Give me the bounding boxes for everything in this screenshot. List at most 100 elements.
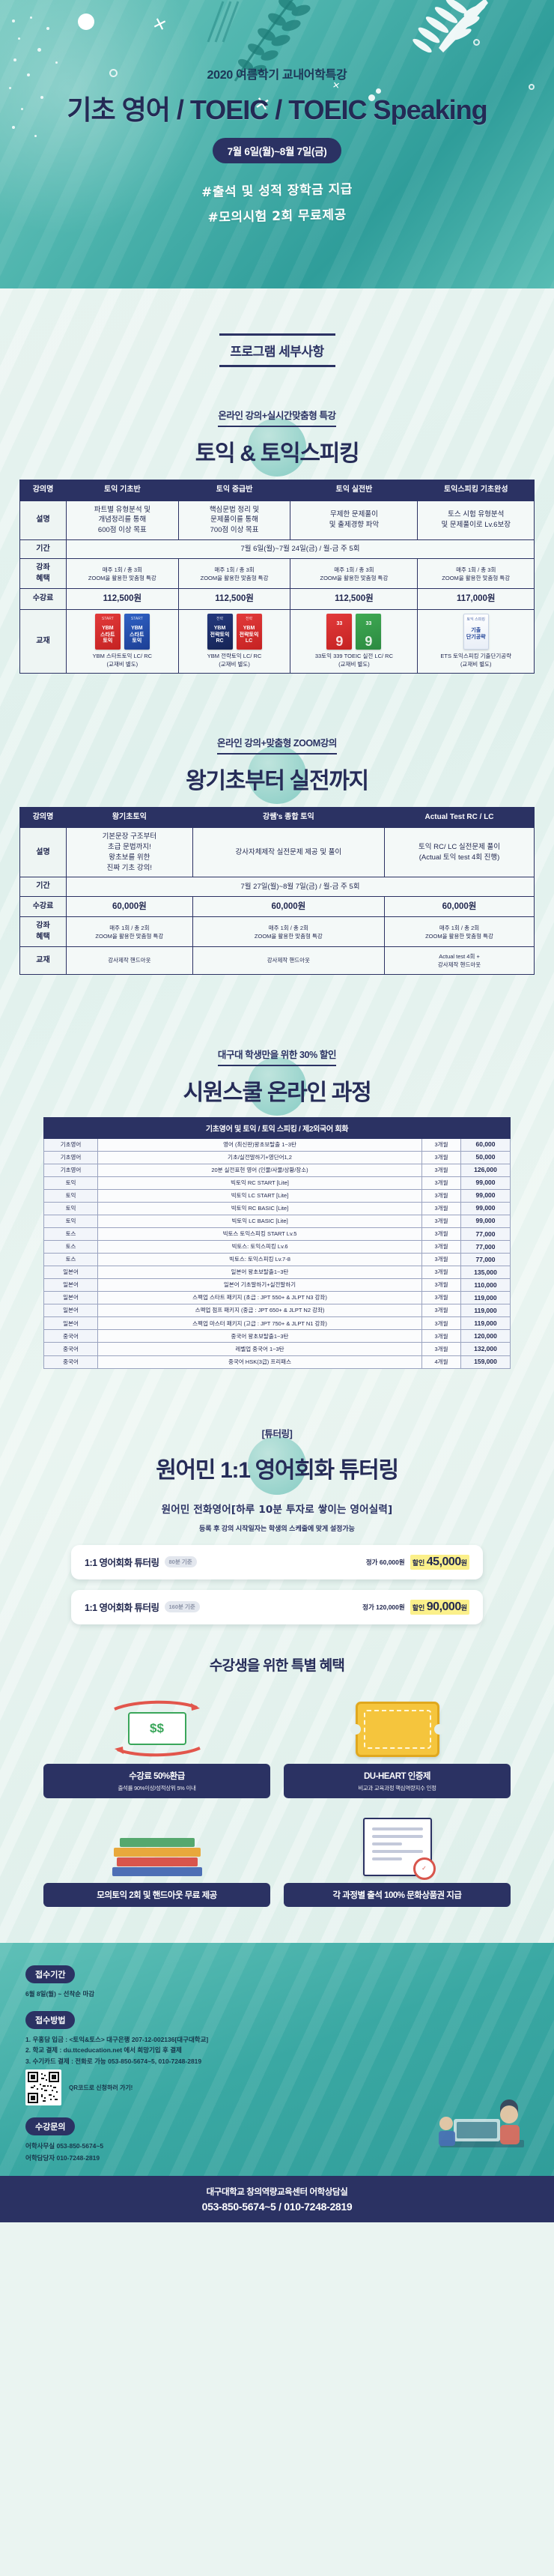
tutoring-card-original-price: 정가 120,000원 [362,1603,405,1612]
row-label-benefit: 강좌 혜택 [19,916,67,948]
benefit-box: 모의토익 2회 및 핸드아웃 무료 제공 [43,1882,270,1907]
benefit-art [284,1691,511,1757]
tutoring-card-80min[interactable]: 1:1 영어회화 튜터링 80분 기준 정가 60,000원 할인 45,000… [71,1544,483,1579]
cell-desc-1: 파트별 유형분석 및 개념정리를 통해 600점 이상 목표 [66,500,179,540]
qr-code-icon[interactable] [25,2069,61,2106]
price-cell-name: 일본어 왕초보탈출1~3탄 [97,1266,422,1280]
hero-title: 기초 영어 / TOEIC / TOEIC Speaking [67,94,487,125]
cell-fee-4: 117,000원 [417,588,535,610]
section4-eyebrow: [튜터링] [261,1428,293,1439]
circle-decoration [368,94,375,101]
divider-bottom [219,365,335,367]
cell2-textbook-2: 강사제작 핸드아웃 [192,946,386,975]
orig-value: 60,000원 [379,1558,405,1566]
hero-hashtags: #출석 및 성적 장학금 지급 #모의시험 2회 무료제공 [0,180,554,226]
price-table-header-row: 기초영어 및 토익 / 토익 스피킹 / 제2외국어 회화 [43,1116,511,1139]
circle-decoration [78,13,94,30]
footer-method-line-2: 2. 학교 결제 : du.ttceducation.net 에서 희망기입 후… [25,2046,182,2055]
cell-fee-3: 112,500원 [290,588,418,610]
section-beginner-heading: 온라인 강의+맞춤형 ZOOM강의 왕기초부터 실전까지 [0,735,554,804]
th2-beginner: 왕기초토익 [66,806,193,829]
price-cell-duration: 3개월 [421,1201,461,1215]
price-table-row: 토익 빅토익 LC START [Lite] 3개월 99,000 [43,1188,511,1203]
cell-desc-3: 무제한 문제풀이 및 출제경향 파악 [290,500,418,540]
cell2-period-span: 7월 27일(월)~8월 7일(금) / 월-금 주 5회 [66,877,535,897]
cell2-fee-3: 60,000원 [384,895,535,918]
price-cell-category: 중국어 [43,1355,98,1369]
price-cell-name: 중국어 HSK(3급) 프리패스 [97,1355,422,1369]
footer-method-line-1: 1. 우홍담 입금 : <토익&토스> 대구은행 207-12-002136[대… [25,2035,209,2043]
heading-blob [248,745,306,804]
section-siwonschool-heading: 대구대 학생만을 위한 30% 할인 시원스쿨 온라인 과정 [0,1047,554,1116]
th-toeic-inter: 토익 중급반 [177,480,291,501]
hero-glow [0,0,225,247]
orig-label: 정가 [365,1558,378,1566]
books-icon [112,1816,202,1876]
price-cell-amount: 119,000 [460,1304,511,1318]
cell2-textbook-3: Actual test 4회 + 강사제작 핸드아웃 [384,946,535,975]
footer-method-heading: 접수방법 [25,2010,76,2029]
footer-contact-bar: 대구대학교 창의역량교육센터 어학상담실 053-850-5674~5 / 01… [0,2175,554,2222]
price-cell-duration: 3개월 [421,1150,461,1164]
row-label-fee: 수강료 [19,895,67,918]
tutoring-card-160min[interactable]: 1:1 영어회화 튜터링 160분 기준 정가 120,000원 할인 90,0… [71,1589,483,1624]
tutoring-card-duration-chip: 80분 기준 [164,1556,197,1568]
footer-phone: 053-850-5674~5 / 010-7248-2819 [201,2200,353,2213]
tutoring-card-name: 1:1 영어회화 튜터링 [85,1558,159,1569]
price-cell-name: 20분 실전표현 영어 (인물/사물/상황/장소) [97,1163,422,1177]
price-cell-amount: 50,000 [460,1150,511,1164]
price-cell-amount: 120,000 [460,1329,511,1343]
price-table-row: 토스 빅토스: 토익스피킹 Lv.7-8 3개월 77,000 [43,1253,511,1267]
ring-decoration [529,84,535,90]
footer-period-heading: 접수기간 [25,1965,76,1983]
price-cell-amount: 77,000 [460,1253,511,1267]
price-cell-amount: 77,000 [460,1227,511,1242]
benefits-grid: $$ 수강료 50%환급 출석률 90%이상/성적상위 5% 이내 DU-H [0,1675,554,1907]
price-cell-name: 중국어 왕초보탈출1~3탄 [97,1329,422,1343]
toeic-course-table: 강의명 토익 기초반 토익 중급반 토익 실전반 토익스피킹 기초완성 설명 파… [19,480,535,674]
book-covers: 토익 스피킹 기출 단기공략 [420,613,532,650]
price-cell-name: 스펙업 마스터 패키지 (고급 : JPT 750+ & JLPT N1 강좌) [97,1316,422,1331]
qr-caption: QR코드로 신청하러 가기! [69,2084,133,2091]
ring-decoration [109,69,118,77]
row-label-textbook: 교재 [19,946,67,975]
circle-decoration [376,88,381,94]
tutoring-card-discount-price: 할인 90,000원 [410,1599,469,1615]
price-cell-name: 빅토익 RC START [Lite] [97,1176,422,1190]
benefit-box: 각 과정별 출석 100% 문화상품권 지급 [284,1882,511,1907]
section3-eyebrow: 대구대 학생만을 위한 30% 할인 [217,1047,337,1066]
cell2-desc-1: 기본문장 구조부터 초급 문법까지! 왕초보를 위한 진짜 기초 강의! [66,827,193,878]
price-cell-name: 영어 (최신판)왕초보탈출 1~3탄 [97,1137,422,1152]
price-cell-name: 빅토익 RC BASIC [Lite] [97,1201,422,1215]
heading-blob [248,418,306,477]
price-cell-duration: 3개월 [421,1291,461,1305]
price-cell-category: 토익 [43,1201,98,1215]
price-cell-category: 토익 [43,1188,98,1203]
cell-fee-1: 112,500원 [66,588,179,610]
footer-qr-row[interactable]: QR코드로 신청하러 가기! [25,2069,529,2106]
price-table-row: 기초영어 영어 (최신판)왕초보탈출 1~3탄 3개월 60,000 [43,1137,511,1152]
section-tutoring-heading: [튜터링] 원어민 1:1 영어회화 튜터링 [0,1426,554,1495]
price-cell-category: 토익 [43,1214,98,1229]
disc-amount: 90,000 [426,1600,461,1613]
row-label-description: 설명 [19,500,67,540]
price-cell-amount: 135,000 [460,1266,511,1280]
price-cell-amount: 126,000 [460,1163,511,1177]
th-toeic-basic: 토익 기초반 [66,480,179,501]
price-table-row: 일본어 일본어 기초말하기+실전말하기 3개월 110,000 [43,1278,511,1292]
cell2-benefit-2: 매주 1회 / 총 2회 ZOOM을 활용한 맞춤형 특강 [192,916,386,948]
price-table-row: 토익 빅토익 RC BASIC [Lite] 3개월 99,000 [43,1201,511,1215]
row-label-fee: 수강료 [19,588,67,610]
benefits-title: 수강생을 위한 특별 혜택 [209,1657,345,1674]
price-cell-amount: 77,000 [460,1240,511,1254]
benefit-item-giftcard: ✓ 각 과정별 출석 100% 문화상품권 지급 [284,1810,511,1907]
price-cell-amount: 159,000 [460,1355,511,1369]
price-table-row: 중국어 중국어 HSK(3급) 프리패스 4개월 159,000 [43,1355,511,1369]
price-cell-duration: 3개월 [421,1316,461,1331]
th-course-name: 강의명 [19,480,67,501]
section-toeic-heading: 온라인 강의+실시간맞춤형 특강 토익 & 토익스피킹 [0,408,554,477]
stamp-icon: ✓ [413,1857,436,1880]
price-cell-duration: 4개월 [421,1355,461,1369]
cell2-fee-2: 60,000원 [192,895,386,918]
benefit-title: 수강료 50%환급 [129,1771,185,1781]
